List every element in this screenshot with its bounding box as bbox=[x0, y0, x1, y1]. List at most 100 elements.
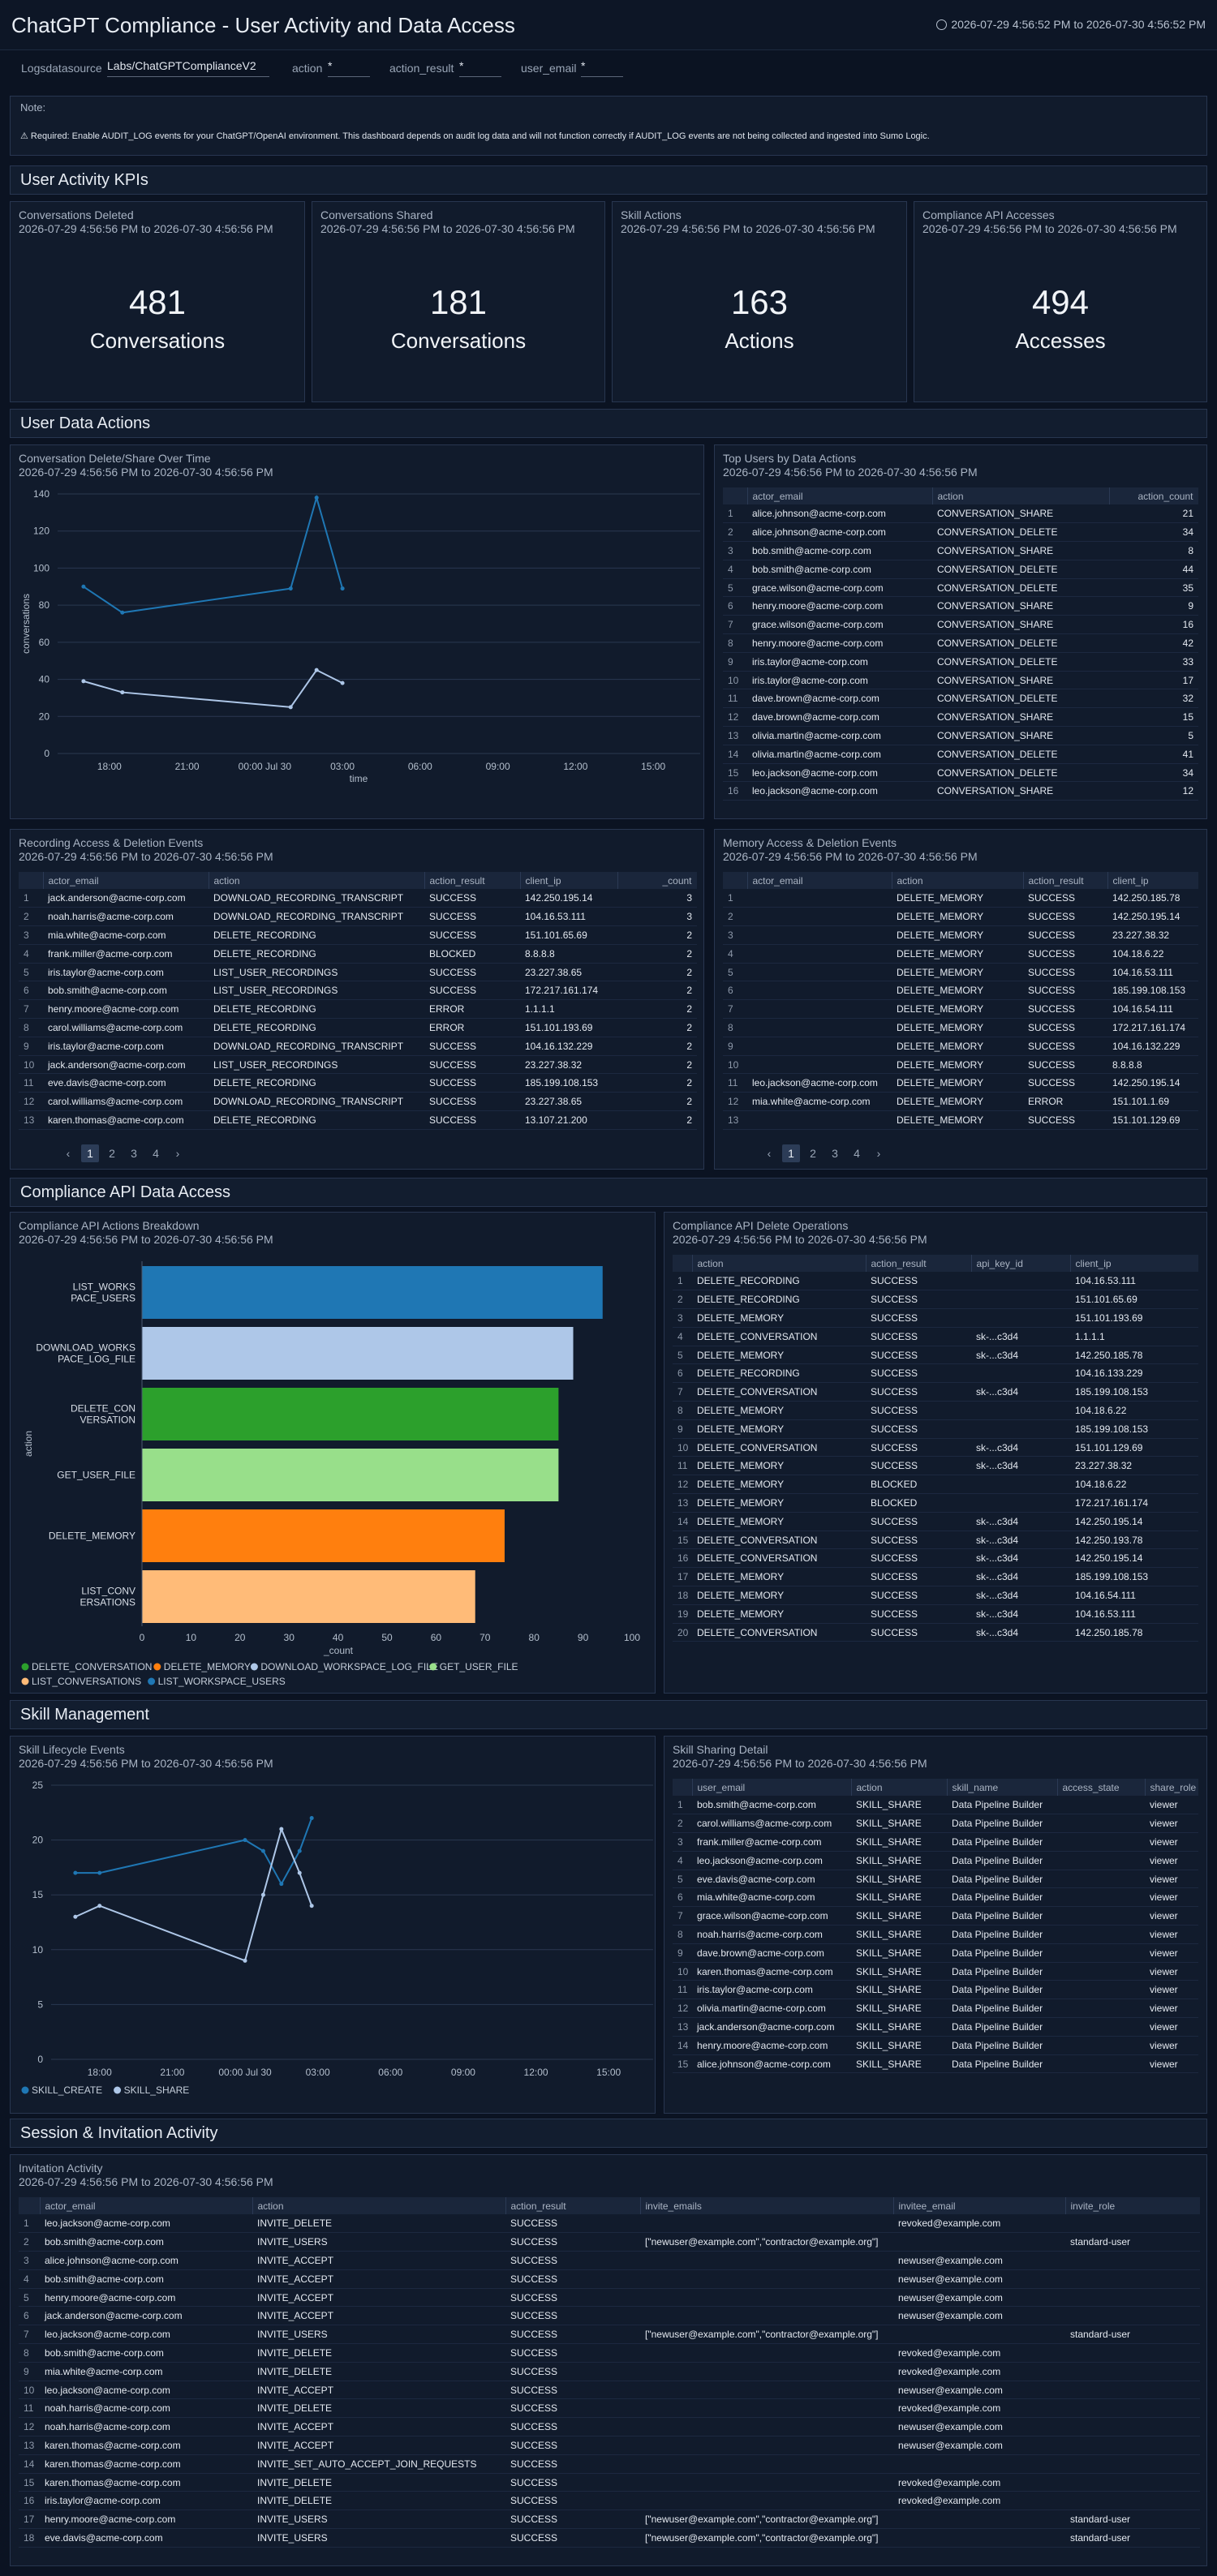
table-row[interactable]: 15 alice.johnson@acme-corp.com SKILL_SHARE… bbox=[673, 2054, 1198, 2074]
table-row[interactable]: 6 mia.white@acme-corp.com SKILL_SHARE Data … bbox=[673, 1887, 1198, 1908]
table-row[interactable]: 14 henry.moore@acme-corp.com SKILL_SHARE Da… bbox=[673, 2036, 1198, 2055]
table-row[interactable]: 1 jack.anderson@acme-corp.com DOWNLOAD_REC… bbox=[19, 889, 697, 908]
page-button[interactable]: 4 bbox=[153, 1147, 159, 1160]
col-header-actor-email[interactable]: actor_email bbox=[43, 872, 209, 889]
table-row[interactable]: 13 olivia.martin@acme-corp.com CONVERSATIO… bbox=[723, 726, 1198, 745]
table-row[interactable]: 15 leo.jackson@acme-corp.com CONVERSATION_… bbox=[723, 763, 1198, 783]
table-row[interactable]: 11 iris.taylor@acme-corp.com SKILL_SHARE Da… bbox=[673, 1980, 1198, 2000]
col-header-action-result[interactable]: action_result bbox=[505, 2197, 641, 2214]
col-header-action-result[interactable]: action_result bbox=[1023, 872, 1108, 889]
table-row[interactable]: 8 henry.moore@acme-corp.com CONVERSATION_D… bbox=[723, 633, 1198, 653]
page-button[interactable]: 2 bbox=[109, 1147, 115, 1160]
section-user-data-actions[interactable]: User Data Actions bbox=[10, 409, 1207, 438]
table-row[interactable]: 2 noah.harris@acme-corp.com DOWNLOAD_RECOR… bbox=[19, 907, 697, 927]
table-row[interactable]: 14 karen.thomas@acme-corp.com INVITE_SET_A… bbox=[19, 2454, 1200, 2474]
table-row[interactable]: 11 leo.jackson@acme-corp.com DELETE_MEMORY… bbox=[723, 1073, 1198, 1093]
prev-page-icon[interactable]: ‹ bbox=[66, 1147, 71, 1160]
table-row[interactable]: 9 DELETE_MEMORY SUCCESS 185.199.108.153 bbox=[673, 1419, 1198, 1439]
section-compliance-api[interactable]: Compliance API Data Access bbox=[10, 1178, 1207, 1207]
table-row[interactable]: 19 DELETE_MEMORY SUCCESS sk-...c3d4 104.16.5… bbox=[673, 1604, 1198, 1624]
page-button[interactable]: 4 bbox=[854, 1147, 860, 1160]
col-header-action[interactable]: action bbox=[692, 1255, 867, 1272]
table-row[interactable]: 4 DELETE_CONVERSATION SUCCESS sk-...c3d4 1.1… bbox=[673, 1327, 1198, 1346]
table-row[interactable]: 5 iris.taylor@acme-corp.com LIST_USER_RECO… bbox=[19, 963, 697, 982]
col-header-action-count[interactable]: action_count bbox=[1109, 487, 1198, 504]
table-row[interactable]: 6 DELETE_MEMORY SUCCESS 185.199.108.153 bbox=[723, 981, 1198, 1001]
table-row[interactable]: 3 bob.smith@acme-corp.com CONVERSATION_SHA… bbox=[723, 541, 1198, 560]
table-row[interactable]: 12 carol.williams@acme-corp.com DOWNLOAD_R… bbox=[19, 1092, 697, 1112]
page-button[interactable]: 1 bbox=[782, 1144, 800, 1162]
table-row[interactable]: 6 DELETE_RECORDING SUCCESS 104.16.133.229 bbox=[673, 1363, 1198, 1384]
table-row[interactable]: 7 DELETE_CONVERSATION SUCCESS sk-...c3d4 185… bbox=[673, 1382, 1198, 1402]
table-row[interactable]: 2 alice.johnson@acme-corp.com CONVERSATION… bbox=[723, 522, 1198, 543]
table-row[interactable]: 20 DELETE_CONVERSATION SUCCESS sk-...c3d4 14… bbox=[673, 1623, 1198, 1642]
table-row[interactable]: 8 bob.smith@acme-corp.com INVITE_DELETE SUC… bbox=[19, 2343, 1200, 2363]
table-row[interactable]: 7 leo.jackson@acme-corp.com INVITE_USERS SU… bbox=[19, 2325, 1200, 2345]
table-row[interactable]: 12 dave.brown@acme-corp.com CONVERSATION_S… bbox=[723, 707, 1198, 728]
table-row[interactable]: 3 mia.white@acme-corp.com DELETE_RECORDING… bbox=[19, 925, 697, 945]
table-row[interactable]: 7 grace.wilson@acme-corp.com SKILL_SHARE Da… bbox=[673, 1906, 1198, 1926]
col-header-action[interactable]: action bbox=[892, 872, 1024, 889]
table-row[interactable]: 5 grace.wilson@acme-corp.com CONVERSATION_… bbox=[723, 578, 1198, 598]
next-page-icon[interactable]: › bbox=[175, 1147, 180, 1160]
table-row[interactable]: 10 leo.jackson@acme-corp.com INVITE_ACCEPT… bbox=[19, 2381, 1200, 2400]
page-button[interactable]: 3 bbox=[131, 1147, 137, 1160]
time-range-picker[interactable]: 2026-07-29 4:56:52 PM to 2026-07-30 4:56… bbox=[936, 18, 1206, 31]
table-row[interactable]: 4 leo.jackson@acme-corp.com SKILL_SHARE Dat… bbox=[673, 1851, 1198, 1870]
prev-page-icon[interactable]: ‹ bbox=[767, 1147, 772, 1160]
table-row[interactable]: 9 iris.taylor@acme-corp.com CONVERSATION_D… bbox=[723, 652, 1198, 672]
col-header-actor-email[interactable]: actor_email bbox=[40, 2197, 253, 2214]
table-row[interactable]: 1 alice.johnson@acme-corp.com CONVERSATION… bbox=[723, 504, 1198, 524]
col-header-invitee-email[interactable]: invitee_email bbox=[893, 2197, 1066, 2214]
table-row[interactable]: 10 DELETE_MEMORY SUCCESS 8.8.8.8 bbox=[723, 1055, 1198, 1075]
table-row[interactable]: 7 DELETE_MEMORY SUCCESS 104.16.54.111 bbox=[723, 999, 1198, 1020]
table-row[interactable]: 8 noah.harris@acme-corp.com SKILL_SHARE Dat… bbox=[673, 1925, 1198, 1944]
table-row[interactable]: 10 iris.taylor@acme-corp.com CONVERSATION_… bbox=[723, 671, 1198, 690]
table-row[interactable]: 10 karen.thomas@acme-corp.com SKILL_SHARE D… bbox=[673, 1962, 1198, 1981]
table-row[interactable]: 17 DELETE_MEMORY SUCCESS sk-...c3d4 185.199.… bbox=[673, 1567, 1198, 1587]
table-row[interactable]: 9 iris.taylor@acme-corp.com DOWNLOAD_RECOR… bbox=[19, 1037, 697, 1056]
filter-logsdatasource-input[interactable]: Labs/ChatGPTComplianceV2 bbox=[107, 59, 269, 77]
table-row[interactable]: 3 DELETE_MEMORY SUCCESS 151.101.193.69 bbox=[673, 1308, 1198, 1328]
col-header-action[interactable]: action bbox=[209, 872, 425, 889]
filter-action-input[interactable]: * bbox=[328, 59, 370, 77]
col-header-client-ip[interactable]: client_ip bbox=[1070, 1255, 1198, 1272]
table-row[interactable]: 7 henry.moore@acme-corp.com DELETE_RECORDI… bbox=[19, 999, 697, 1020]
col-header-share-role[interactable]: share_role bbox=[1145, 1779, 1198, 1796]
col-header-action[interactable]: action bbox=[851, 1779, 948, 1796]
section-session-invitation[interactable]: Session & Invitation Activity bbox=[10, 2119, 1207, 2148]
table-row[interactable]: 8 carol.williams@acme-corp.com DELETE_RECO… bbox=[19, 1018, 697, 1037]
table-row[interactable]: 13 jack.anderson@acme-corp.com SKILL_SHARE… bbox=[673, 2017, 1198, 2037]
table-row[interactable]: 6 henry.moore@acme-corp.com CONVERSATION_S… bbox=[723, 596, 1198, 616]
col-header-actor-email[interactable]: actor_email bbox=[747, 872, 892, 889]
table-row[interactable]: 16 leo.jackson@acme-corp.com CONVERSATION_… bbox=[723, 781, 1198, 801]
table-row[interactable]: 4 frank.miller@acme-corp.com DELETE_RECORD… bbox=[19, 944, 697, 964]
table-row[interactable]: 18 eve.davis@acme-corp.com INVITE_USERS SUC… bbox=[19, 2528, 1200, 2548]
table-row[interactable]: 10 DELETE_CONVERSATION SUCCESS sk-...c3d4 15… bbox=[673, 1438, 1198, 1458]
table-row[interactable]: 18 DELETE_MEMORY SUCCESS sk-...c3d4 104.16.5… bbox=[673, 1586, 1198, 1605]
table-row[interactable]: 9 DELETE_MEMORY SUCCESS 104.16.132.229 bbox=[723, 1037, 1198, 1056]
table-row[interactable]: 5 DELETE_MEMORY SUCCESS 104.16.53.111 bbox=[723, 963, 1198, 982]
table-row[interactable]: 17 henry.moore@acme-corp.com INVITE_USERS S… bbox=[19, 2509, 1200, 2530]
table-row[interactable]: 2 DELETE_MEMORY SUCCESS 142.250.195.14 bbox=[723, 907, 1198, 927]
table-row[interactable]: 9 dave.brown@acme-corp.com SKILL_SHARE Data… bbox=[673, 1943, 1198, 1963]
table-row[interactable]: 8 DELETE_MEMORY SUCCESS 172.217.161.174 bbox=[723, 1018, 1198, 1037]
table-row[interactable]: 13 DELETE_MEMORY BLOCKED 172.217.161.174 bbox=[673, 1493, 1198, 1513]
table-row[interactable]: 13 karen.thomas@acme-corp.com DELETE_RECOR… bbox=[19, 1110, 697, 1130]
page-button[interactable]: 3 bbox=[832, 1147, 838, 1160]
table-row[interactable]: 1 bob.smith@acme-corp.com SKILL_SHARE Data … bbox=[673, 1796, 1198, 1815]
next-page-icon[interactable]: › bbox=[876, 1147, 881, 1160]
table-row[interactable]: 3 DELETE_MEMORY SUCCESS 23.227.38.32 bbox=[723, 925, 1198, 945]
table-row[interactable]: 4 bob.smith@acme-corp.com INVITE_ACCEPT SUC… bbox=[19, 2269, 1200, 2289]
table-row[interactable]: 11 eve.davis@acme-corp.com DELETE_RECORDIN… bbox=[19, 1073, 697, 1093]
col-header-user-email[interactable]: user_email bbox=[692, 1779, 852, 1796]
table-row[interactable]: 1 leo.jackson@acme-corp.com INVITE_DELETE S… bbox=[19, 2214, 1200, 2234]
col-header--count[interactable]: _count bbox=[617, 872, 697, 889]
col-header-actor-email[interactable]: actor_email bbox=[747, 487, 933, 504]
col-header-action-result[interactable]: action_result bbox=[866, 1255, 972, 1272]
table-row[interactable]: 13 DELETE_MEMORY SUCCESS 151.101.129.69 bbox=[723, 1110, 1198, 1130]
table-row[interactable]: 14 olivia.martin@acme-corp.com CONVERSATIO… bbox=[723, 745, 1198, 764]
table-row[interactable]: 16 DELETE_CONVERSATION SUCCESS sk-...c3d4 14… bbox=[673, 1548, 1198, 1569]
section-user-activity-kpis[interactable]: User Activity KPIs bbox=[10, 165, 1207, 195]
table-row[interactable]: 10 jack.anderson@acme-corp.com LIST_USER_R… bbox=[19, 1055, 697, 1075]
